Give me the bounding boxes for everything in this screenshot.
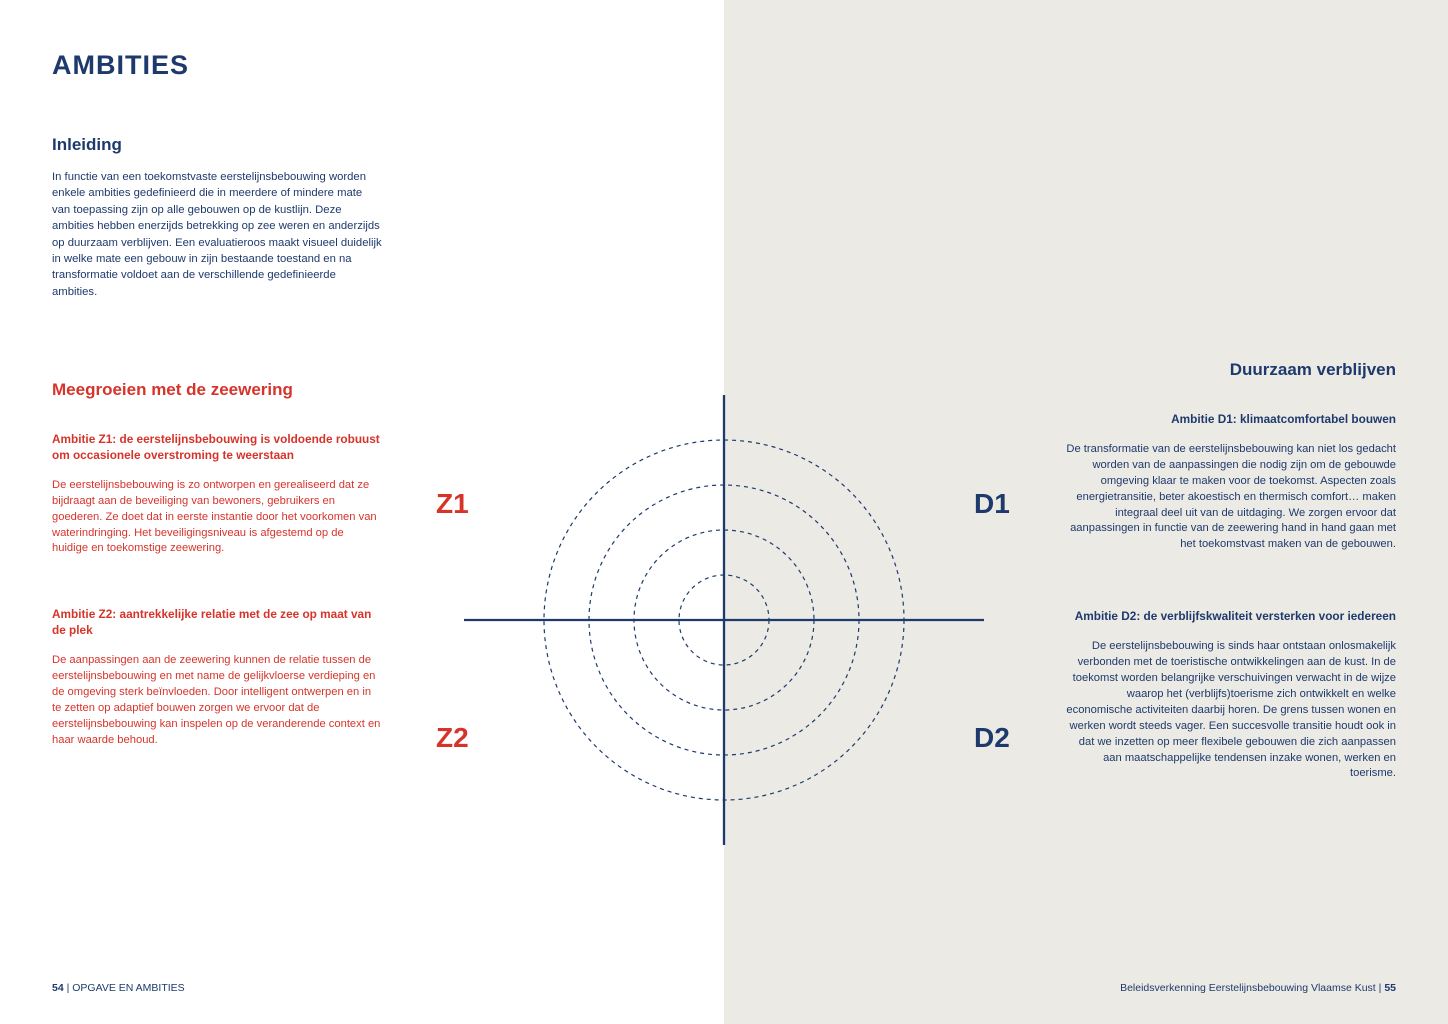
ambitie-d1: Ambitie D1: klimaatcomfortabel bouwen De… — [1066, 412, 1396, 553]
ambitie-z2: Ambitie Z2: aantrekkelijke relatie met d… — [52, 607, 382, 748]
intro-block: Inleiding In functie van een toekomstvas… — [52, 135, 382, 300]
ambitie-z1: Ambitie Z1: de eerstelijnsbebouwing is v… — [52, 432, 382, 557]
footer-right-text: Beleidsverkenning Eerstelijnsbebouwing V… — [1120, 982, 1376, 994]
right-section-title: Duurzaam verblijven — [1066, 360, 1396, 380]
ambitie-z1-title: Ambitie Z1: de eerstelijnsbebouwing is v… — [52, 432, 382, 464]
footer-left-text: OPGAVE EN AMBITIES — [72, 982, 184, 994]
ambitie-z2-text: De aanpassingen aan de zeewering kunnen … — [52, 653, 382, 748]
ambitie-d2-text: De eerstelijnsbebouwing is sinds haar on… — [1066, 639, 1396, 782]
page-left: AMBITIES Inleiding In functie van een to… — [0, 0, 724, 1024]
left-section-title: Meegroeien met de zeewering — [52, 380, 672, 400]
footer-left: 54 | OPGAVE EN AMBITIES — [52, 982, 185, 994]
footer-right: Beleidsverkenning Eerstelijnsbebouwing V… — [1120, 982, 1396, 994]
page-num-right: 55 — [1384, 982, 1396, 994]
main-title: AMBITIES — [52, 50, 672, 81]
ambitie-z2-title: Ambitie Z2: aantrekkelijke relatie met d… — [52, 607, 382, 639]
page-num-left: 54 — [52, 982, 64, 994]
ambitie-z1-text: De eerstelijnsbebouwing is zo ontworpen … — [52, 478, 382, 558]
page-right: Duurzaam verblijven Ambitie D1: klimaatc… — [724, 0, 1448, 1024]
ambitie-d2: Ambitie D2: de verblijfskwaliteit verste… — [1066, 609, 1396, 782]
ambitie-d1-text: De transformatie van de eerstelijnsbebou… — [1066, 442, 1396, 553]
right-content: Duurzaam verblijven Ambitie D1: klimaatc… — [1066, 0, 1396, 1024]
ambitie-d1-title: Ambitie D1: klimaatcomfortabel bouwen — [1066, 412, 1396, 428]
intro-text: In functie van een toekomstvaste eerstel… — [52, 169, 382, 300]
ambitie-d2-title: Ambitie D2: de verblijfskwaliteit verste… — [1066, 609, 1396, 625]
intro-subtitle: Inleiding — [52, 135, 382, 155]
